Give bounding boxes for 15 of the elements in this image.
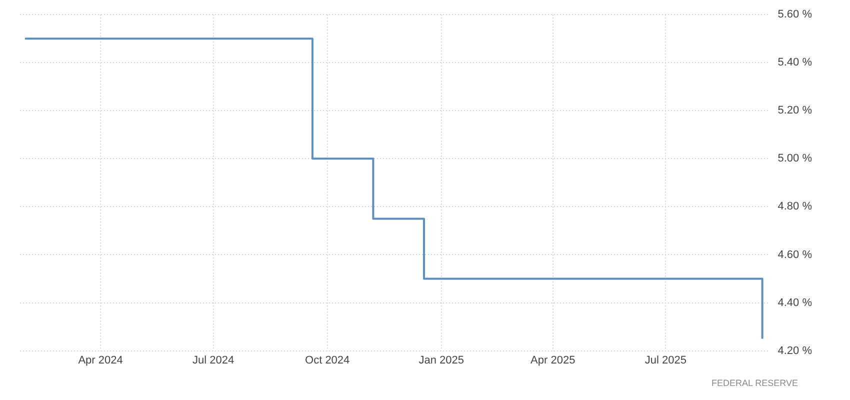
y-tick-label: 5.00 %: [778, 152, 812, 165]
y-tick-label: 5.40 %: [778, 56, 812, 69]
x-tick-label: Apr 2025: [530, 354, 576, 366]
x-tick-label: Oct 2024: [305, 354, 350, 366]
y-tick-label: 5.20 %: [778, 104, 812, 117]
y-tick-label: 4.20 %: [778, 344, 812, 357]
x-tick-label: Jul 2024: [192, 354, 234, 366]
y-tick-label: 4.80 %: [778, 200, 812, 213]
x-tick-label: Jan 2025: [418, 354, 464, 366]
y-tick-label: 4.40 %: [778, 296, 812, 309]
x-tick-label: Jul 2025: [644, 354, 686, 366]
text: FEDERAL RESERVE: [711, 378, 798, 388]
y-tick-label: 5.60 %: [778, 8, 812, 21]
x-tick-label: Apr 2024: [78, 354, 123, 366]
y-tick-label: 4.60 %: [778, 248, 812, 261]
